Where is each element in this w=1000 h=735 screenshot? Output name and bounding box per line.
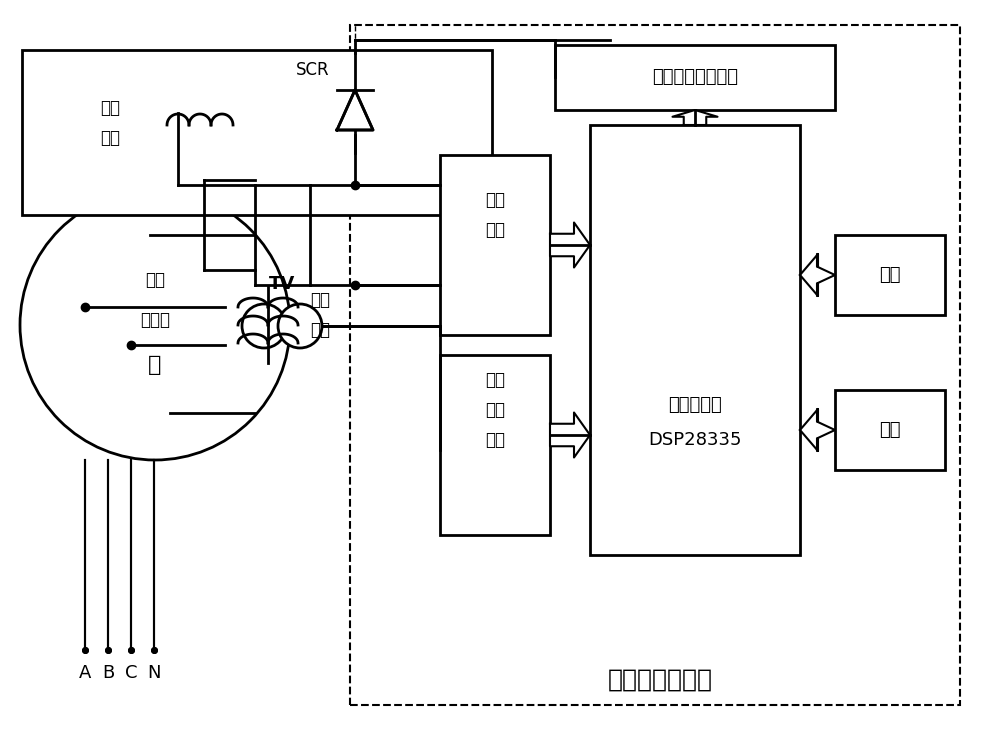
Polygon shape [550,223,590,268]
Text: 测量: 测量 [485,371,505,389]
Bar [590,125,800,555]
Text: TV: TV [269,275,295,293]
Text: 脉冲输出放大单元: 脉冲输出放大单元 [652,68,738,87]
Text: 单元: 单元 [485,221,505,239]
Text: 发电机: 发电机 [140,311,170,329]
Text: 核心处理器: 核心处理器 [668,396,722,414]
Text: 励磁: 励磁 [100,99,120,117]
Bar [835,390,945,470]
Circle shape [242,304,286,348]
Bar [22,50,492,215]
Bar [440,155,550,335]
Polygon shape [672,110,718,125]
Bar [350,25,960,705]
Text: 单元: 单元 [485,431,505,449]
Text: 同步: 同步 [145,271,165,289]
Text: 绕组: 绕组 [100,129,120,147]
Bar [440,355,550,535]
Polygon shape [800,409,835,451]
Text: 谐波: 谐波 [310,291,330,309]
Text: C: C [125,664,137,682]
Text: A: A [79,664,91,682]
Text: 数字励磁控制器: 数字励磁控制器 [608,668,712,692]
Text: 绕组: 绕组 [310,321,330,339]
Text: ～: ～ [148,355,162,375]
Bar [555,45,835,110]
Text: SCR: SCR [296,61,330,79]
Polygon shape [337,90,373,130]
Text: 采集: 采集 [485,401,505,419]
Text: 显示: 显示 [879,421,901,439]
Text: B: B [102,664,114,682]
Circle shape [20,190,290,460]
Text: N: N [147,664,161,682]
Text: DSP28335: DSP28335 [648,431,742,449]
Polygon shape [550,412,590,457]
Text: 按键: 按键 [879,266,901,284]
Bar [835,235,945,315]
Circle shape [278,304,322,348]
Text: 同步: 同步 [485,191,505,209]
Polygon shape [800,254,835,296]
